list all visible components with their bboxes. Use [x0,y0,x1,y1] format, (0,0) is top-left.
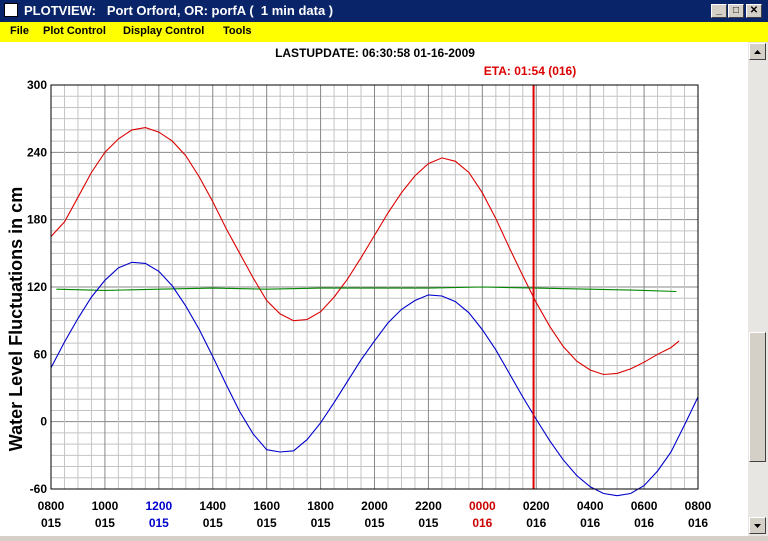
x-axis-ticks: 0800 015 1000 015 1200 015 1400 015 1600 015 1800 0… [38,499,712,530]
y-tick-label: 300 [27,78,47,92]
series-line-0 [50,127,680,376]
x-tick-label-time: 0800 [38,499,65,513]
last-update-header: LASTUPDATE: 06:30:58 01-16-2009 [275,46,475,60]
plot-area: LASTUPDATE: 06:30:58 01-16-2009 ETA: 01:… [0,42,748,536]
scroll-down-button[interactable] [749,517,766,534]
x-tick-label-time: 0600 [631,499,658,513]
minimize-button[interactable]: _ [711,4,727,18]
eta-label: ETA: 01:54 (016) [484,64,576,78]
y-tick-label: -60 [30,482,48,496]
menu-bar: File Plot Control Display Control Tools [0,22,768,42]
y-tick-label: 60 [34,347,48,361]
arrow-down-icon [754,524,761,528]
plot-frame [50,84,699,490]
x-tick-label-time: 1200 [145,499,172,513]
series-line-2 [50,261,699,497]
x-tick-label-day: 016 [688,516,708,530]
y-axis-title: Water Level Fluctuations in cm [6,187,26,451]
x-tick-label-day: 016 [580,516,600,530]
grid [50,84,699,490]
x-tick-label-day: 015 [95,516,115,530]
x-tick-label-day: 015 [257,516,277,530]
x-tick-label-time: 0200 [523,499,550,513]
x-tick-label-time: 2000 [361,499,388,513]
y-tick-label: 120 [27,280,47,294]
maximize-button[interactable]: □ [728,4,744,18]
menu-display-control[interactable]: Display Control [123,25,205,37]
tide-chart: LASTUPDATE: 06:30:58 01-16-2009 ETA: 01:… [6,46,712,530]
x-tick-label-time: 0800 [685,499,712,513]
window-title: PLOTVIEW: Port Orford, OR: porfA ( 1 min… [24,3,334,18]
y-tick-label: 240 [27,145,47,159]
x-tick-label-time: 1800 [307,499,334,513]
x-tick-label-time: 0000 [469,499,496,513]
x-tick-label-day: 015 [364,516,384,530]
x-tick-label-time: 1400 [199,499,226,513]
scroll-up-button[interactable] [749,43,766,60]
y-tick-label: 180 [27,213,47,227]
menu-tools[interactable]: Tools [223,25,252,37]
x-tick-label-day: 015 [203,516,223,530]
y-tick-label: 0 [40,415,47,429]
x-tick-label-time: 1600 [253,499,280,513]
x-tick-label-time: 0400 [577,499,604,513]
arrow-up-icon [754,50,761,54]
series-group [50,85,699,497]
app-icon[interactable] [4,3,18,17]
x-tick-label-time: 2200 [415,499,442,513]
x-tick-label-day: 015 [418,516,438,530]
x-tick-label-day: 016 [472,516,492,530]
x-tick-label-day: 016 [526,516,546,530]
y-axis-ticks: -60 0 60 120 180 240 300 [27,78,47,496]
x-tick-label-day: 015 [149,516,169,530]
x-tick-label-day: 015 [311,516,331,530]
menu-file[interactable]: File [10,25,29,37]
vertical-scrollbar[interactable] [748,42,768,536]
x-tick-label-day: 016 [634,516,654,530]
menu-plot-control[interactable]: Plot Control [43,25,106,37]
x-tick-label-day: 015 [41,516,61,530]
series-line-1 [56,286,677,293]
scroll-thumb[interactable] [749,332,766,462]
title-bar: PLOTVIEW: Port Orford, OR: porfA ( 1 min… [0,0,768,22]
x-tick-label-time: 1000 [92,499,119,513]
close-button[interactable]: ✕ [746,4,762,18]
